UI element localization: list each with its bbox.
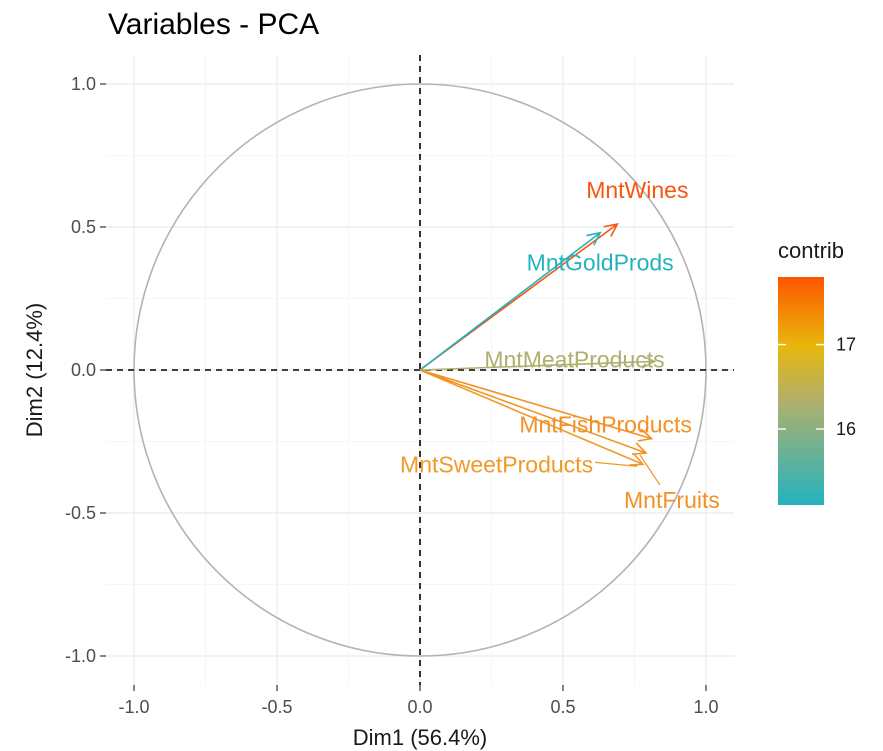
legend-tick-label: 17 bbox=[836, 335, 856, 355]
y-tick-label: 0.5 bbox=[71, 217, 96, 237]
variable-arrow bbox=[419, 369, 654, 442]
variable-labels: MntWines MntGoldProds MntMeatProducts MntFi… bbox=[400, 177, 720, 513]
y-tick-label: -1.0 bbox=[65, 646, 96, 666]
arrow-shaft bbox=[419, 369, 647, 454]
x-tick-label: -1.0 bbox=[118, 697, 149, 717]
x-tick-label: 0.5 bbox=[550, 697, 575, 717]
legend-tick-label: 16 bbox=[836, 419, 856, 439]
arrow-shaft bbox=[419, 232, 601, 371]
y-axis-title: Dim2 (12.4%) bbox=[22, 303, 47, 437]
y-tick-label: -0.5 bbox=[65, 503, 96, 523]
y-tick-label: 0.0 bbox=[71, 360, 96, 380]
arrow-shaft bbox=[419, 369, 644, 466]
variable-arrow bbox=[419, 355, 657, 371]
variable-label: MntFishProducts bbox=[519, 412, 692, 438]
legend-title: contrib bbox=[778, 238, 844, 263]
y-tick-label: 1.0 bbox=[71, 74, 96, 94]
arrow-head bbox=[641, 355, 657, 369]
variable-arrows bbox=[419, 223, 657, 466]
variable-label: MntWines bbox=[586, 177, 688, 203]
variable-label: MntGoldProds bbox=[527, 250, 674, 276]
chart-title: Variables - PCA bbox=[108, 8, 319, 41]
x-tick-label: 1.0 bbox=[693, 697, 718, 717]
arrow-head bbox=[631, 442, 648, 456]
arrow-head bbox=[637, 428, 654, 442]
axes: -1.0 -0.5 0.0 0.5 1.0 -1.0 -0.5 0.0 0.5 1.0 bbox=[65, 74, 719, 717]
variable-label: MntFruits bbox=[624, 487, 720, 513]
arrow-head bbox=[603, 223, 619, 237]
x-axis-title: Dim1 (56.4%) bbox=[353, 725, 487, 750]
variable-arrow bbox=[419, 369, 645, 466]
legend-colorbar bbox=[778, 277, 824, 505]
arrow-shaft bbox=[419, 360, 655, 371]
x-tick-label: -0.5 bbox=[261, 697, 292, 717]
variable-label: MntMeatProducts bbox=[484, 346, 664, 372]
arrow-head bbox=[629, 453, 645, 466]
variable-arrow bbox=[419, 369, 648, 456]
label-connector bbox=[595, 461, 638, 467]
arrow-shaft bbox=[419, 369, 652, 440]
variable-arrow bbox=[419, 231, 602, 371]
variable-label: MntSweetProducts bbox=[400, 451, 593, 477]
x-tick-label: 0.0 bbox=[407, 697, 432, 717]
arrow-head bbox=[586, 231, 602, 246]
label-connector bbox=[639, 454, 661, 486]
